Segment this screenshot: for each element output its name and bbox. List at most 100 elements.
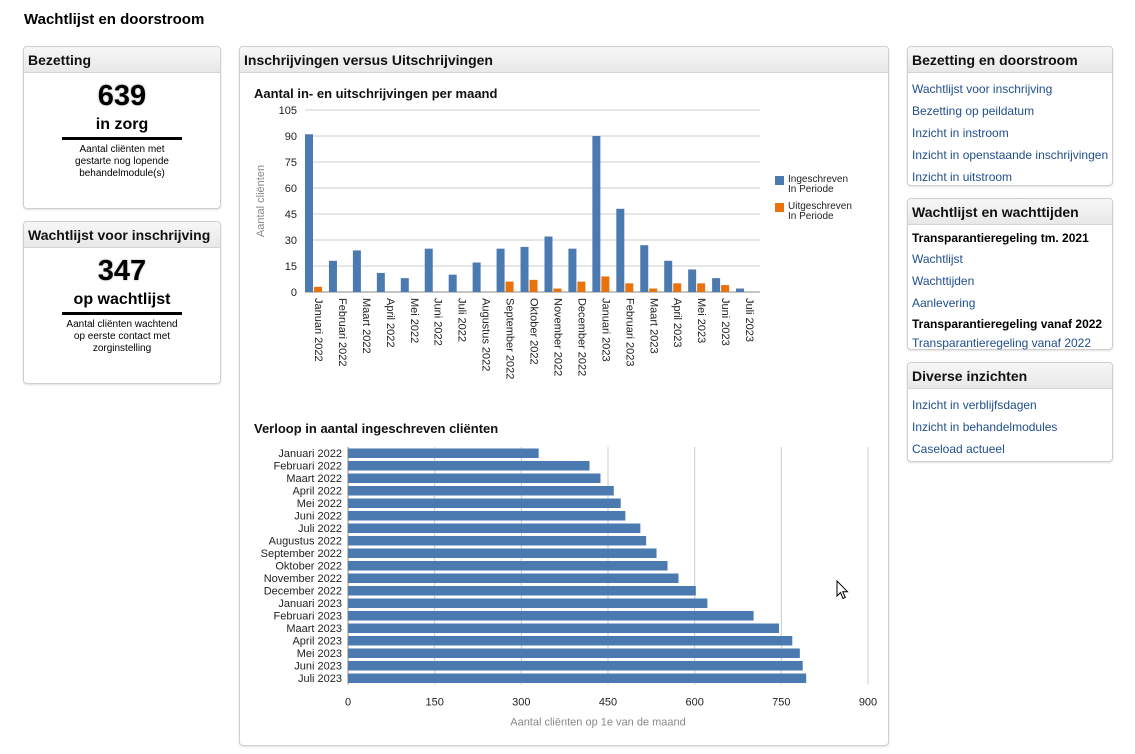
mouse-pointer-icon (836, 580, 849, 600)
x-tick-label: Juli 2022 (456, 298, 468, 342)
x-tick-label: 450 (599, 697, 617, 709)
bar-uitgeschreven (553, 288, 562, 292)
x-tick-label: Augustus 2022 (480, 298, 492, 371)
horizontal-bar (348, 498, 621, 508)
x-tick-label: Juli 2023 (743, 298, 755, 342)
x-tick-label: Januari 2023 (599, 298, 611, 362)
link-transparantieregeling-2022[interactable]: Transparantieregeling vanaf 2022 (912, 336, 1092, 350)
bezetting-desc-line: gestarte nog lopende (75, 156, 169, 167)
bar-ingeschreven (496, 248, 505, 292)
legend-label-line: Ingeschreven (788, 174, 848, 185)
horizontal-bar (348, 461, 590, 471)
legend-label-line: In Periode (788, 184, 834, 195)
y-tick-label: 15 (285, 261, 297, 273)
wachtlijst-value: 347 (97, 255, 147, 287)
link-aanlevering[interactable]: Aanlevering (912, 296, 976, 310)
bar-ingeschreven (544, 236, 553, 292)
horizontal-bar (348, 648, 800, 658)
bar-uitgeschreven (721, 285, 730, 292)
bezetting-doorstroom-header: Bezetting en doorstroom (908, 47, 1112, 73)
horizontal-bar (348, 536, 647, 546)
y-tick-label: 105 (279, 105, 297, 117)
bezetting-desc-line: Aantal cliënten met (79, 144, 165, 155)
link-wachtlijst-voor-inschrijving[interactable]: Wachtlijst voor inschrijving (912, 82, 1053, 96)
bar-ingeschreven (616, 208, 625, 292)
x-tick-label: Juni 2023 (719, 298, 731, 346)
horizontal-bar (348, 548, 657, 558)
diverse-panel: Diverse inzichten Inzicht in verblijfsda… (907, 362, 1113, 462)
x-tick-label: Oktober 2022 (528, 298, 540, 365)
legend-swatch (775, 176, 784, 185)
bezetting-divider (62, 137, 182, 140)
horizontal-bar (348, 473, 601, 483)
y-tick-label: April 2023 (292, 636, 342, 648)
link-inzicht-openstaande-inschrijvingen[interactable]: Inzicht in openstaande inschrijvingen (912, 148, 1109, 162)
horizontal-bar (348, 561, 668, 571)
bar-ingeschreven (376, 272, 385, 292)
bar-uitgeschreven (505, 281, 514, 292)
y-tick-label: Oktober 2022 (275, 561, 342, 573)
x-tick-label: 0 (345, 697, 351, 709)
x-tick-label: 900 (859, 697, 877, 709)
bar-ingeschreven (328, 260, 337, 292)
bar-uitgeschreven (577, 281, 586, 292)
horizontal-bar (348, 511, 626, 521)
wachtlijst-label: op wachtlijst (73, 291, 171, 308)
bar-ingeschreven (352, 250, 361, 292)
horizontal-bar (348, 661, 803, 671)
bar-ingeschreven (592, 136, 601, 292)
x-tick-label: November 2022 (551, 298, 563, 376)
monthly-chart-title: Aantal in- en uitschrijvingen per maand (254, 86, 498, 101)
y-tick-label: Januari 2022 (278, 448, 342, 460)
link-inzicht-instroom[interactable]: Inzicht in instroom (912, 126, 1009, 140)
wachttijden-panel: Wachtlijst en wachttijden Transparantier… (907, 198, 1113, 350)
x-tick-label: April 2023 (671, 298, 683, 348)
page-title: Wachtlijst en doorstroom (24, 11, 205, 28)
y-tick-label: Mei 2022 (297, 498, 342, 510)
y-tick-label: November 2022 (264, 573, 342, 585)
monthly-bar-chart: 0 15 30 45 60 75 90 105 Aantal cliënten Januari 2… (255, 105, 852, 379)
horizontal-bar (348, 611, 754, 621)
y-tick-label: Maart 2023 (286, 623, 342, 635)
subhead-transparantie-2022: Transparantieregeling vanaf 2022 (912, 317, 1103, 331)
x-tick-label: April 2022 (384, 298, 396, 348)
link-wachttijden[interactable]: Wachttijden (912, 274, 975, 288)
wachtlijst-desc-line: Aantal cliënten wachtend (66, 319, 178, 330)
bar-ingeschreven (712, 278, 721, 292)
bezetting-panel: Bezetting 639 in zorg Aantal cliënten me… (23, 46, 221, 209)
link-caseload-actueel[interactable]: Caseload actueel (912, 442, 1005, 456)
link-behandelmodules[interactable]: Inzicht in behandelmodules (912, 420, 1058, 434)
x-tick-label: 750 (772, 697, 790, 709)
bar-uitgeschreven (697, 283, 706, 292)
x-tick-label: 150 (425, 697, 443, 709)
x-tick-label: Maart 2023 (647, 298, 659, 354)
bar-uitgeschreven (314, 286, 322, 292)
y-axis-label: Aantal cliënten (255, 165, 267, 237)
link-verblijfsdagen[interactable]: Inzicht in verblijfsdagen (912, 398, 1037, 412)
inschrijvingen-panel: Inschrijvingen versus Uitschrijvingen Aa… (239, 46, 889, 746)
horizontal-bar (348, 623, 780, 633)
bar-ingeschreven (736, 288, 745, 292)
horizontal-bar (348, 673, 807, 683)
bar-ingeschreven (568, 248, 577, 292)
x-tick-label: 300 (512, 697, 530, 709)
bar-ingeschreven (520, 246, 529, 292)
link-bezetting-op-peildatum[interactable]: Bezetting op peildatum (912, 104, 1035, 118)
x-tick-label: Juni 2022 (432, 298, 444, 346)
y-tick-label: 75 (285, 157, 297, 169)
bar-uitgeschreven (625, 283, 634, 292)
link-wachtlijst[interactable]: Wachtlijst (912, 252, 963, 266)
wachtlijst-desc-line: zorginstelling (92, 343, 152, 354)
wachtlijst-header: Wachtlijst voor inschrijving (24, 222, 220, 248)
x-tick-label: Maart 2022 (360, 298, 372, 354)
horizontal-bar (348, 448, 539, 458)
y-tick-label: September 2022 (261, 548, 342, 560)
wachtlijst-desc-line: op eerste contact met (73, 331, 171, 342)
x-tick-label: December 2022 (575, 298, 587, 376)
y-tick-label: Juli 2023 (298, 673, 342, 685)
legend-label-line: In Periode (788, 211, 834, 222)
bezetting-header: Bezetting (24, 47, 220, 73)
wachtlijst-divider (62, 312, 182, 315)
link-inzicht-uitstroom[interactable]: Inzicht in uitstroom (912, 170, 1013, 184)
